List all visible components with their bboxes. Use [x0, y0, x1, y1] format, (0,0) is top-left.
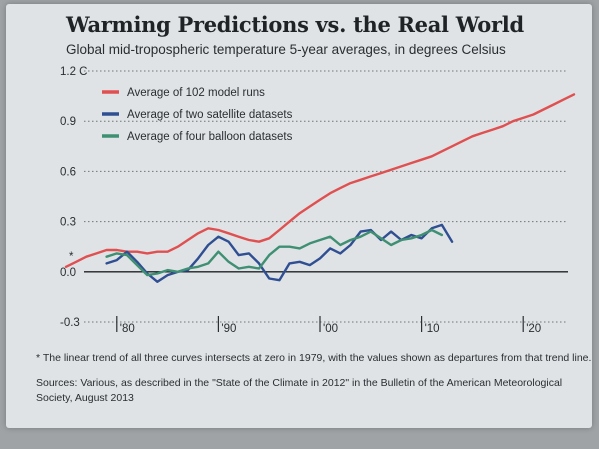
- chart-title: Warming Predictions vs. the Real World: [66, 12, 524, 37]
- x-tick-label: '00: [323, 323, 338, 335]
- series-line-1: [64, 93, 576, 268]
- x-tick-label: '90: [221, 323, 236, 335]
- y-tick-label: 0.0: [60, 267, 76, 279]
- y-tick-label: 0.3: [60, 217, 76, 229]
- legend-label: Average of 102 model runs: [127, 87, 265, 99]
- x-tick-label: '10: [425, 323, 440, 335]
- y-tick-label: 0.9: [60, 116, 76, 128]
- axes: 1.2 C 0.9 0.6 0.3 0.0 -0.3 '80 '90 '00 '10 '20: [60, 66, 541, 335]
- series-line-2: [105, 223, 454, 283]
- y-tick-label: -0.3: [60, 317, 80, 329]
- x-tick-label: '20: [526, 323, 541, 335]
- chart-card: Warming Predictions vs. the Real World G…: [6, 4, 592, 428]
- y-tick-label: 0.6: [60, 166, 76, 178]
- series-line-3: [105, 228, 444, 277]
- series-lines: *: [64, 93, 576, 283]
- legend: Average of 102 model runs Average of two …: [102, 87, 293, 143]
- trend-note-marker: *: [69, 251, 74, 263]
- line-chart: 1.2 C 0.9 0.6 0.3 0.0 -0.3 '80 '90 '00 '10 '20 * A…: [60, 66, 576, 335]
- legend-label: Average of two satellite datasets: [127, 109, 293, 121]
- footnote: * The linear trend of all three curves i…: [36, 352, 592, 364]
- sources-note: Sources: Various, as described in the "S…: [36, 377, 563, 404]
- legend-label: Average of four balloon datasets: [127, 131, 293, 143]
- y-tick-label: 1.2 C: [60, 66, 88, 78]
- chart-subtitle: Global mid-tropospheric temperature 5-ye…: [66, 42, 506, 57]
- x-tick-label: '80: [120, 323, 135, 335]
